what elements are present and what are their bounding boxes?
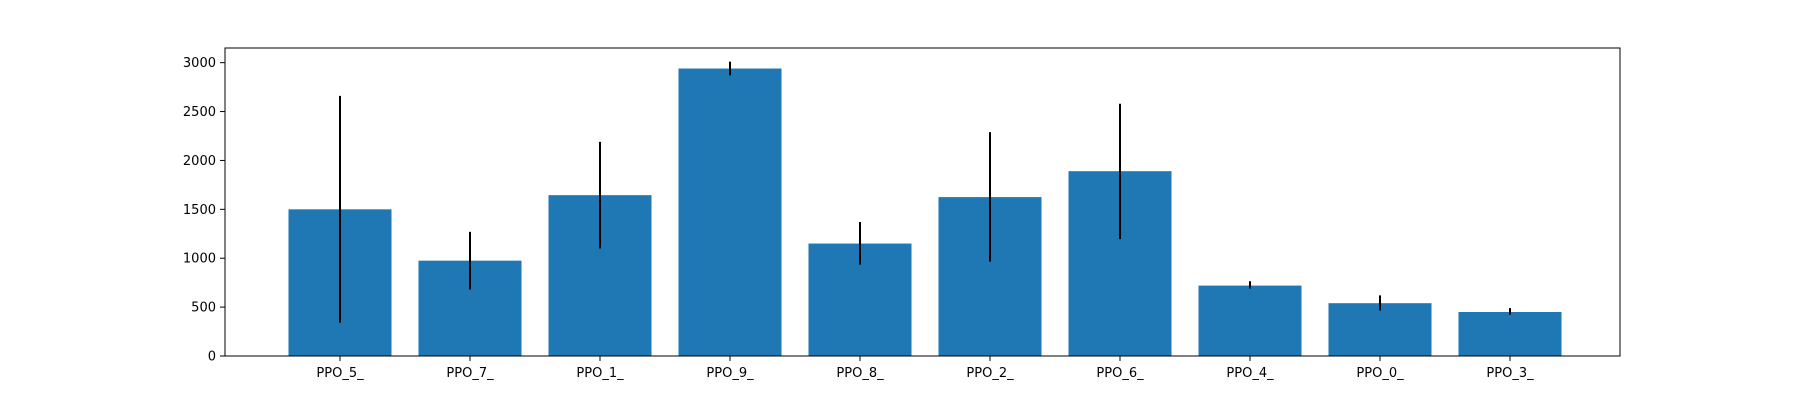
plot-frame: [224, 47, 1621, 357]
y-tick-label: 1500: [183, 203, 216, 218]
y-axis: 0 500 1000 1500 2000 2500 3000: [183, 56, 225, 365]
bar-ppo-4: [1198, 285, 1302, 356]
y-tick-label: 1000: [183, 252, 216, 267]
bar-ppo-3: [1458, 312, 1562, 356]
y-tick-label: 2500: [183, 105, 216, 120]
y-tick-label: 500: [191, 301, 216, 316]
bar-ppo-0: [1328, 303, 1432, 356]
x-axis: PPO_5_ PPO_7_ PPO_1_ PPO_9_ PPO_8_ PPO_2_ PPO_…: [316, 356, 1534, 381]
x-tick-label: PPO_3_: [1486, 366, 1534, 381]
x-tick-label: PPO_5_: [316, 366, 364, 381]
x-tick-label: PPO_6_: [1096, 366, 1144, 381]
x-tick-label: PPO_2_: [966, 366, 1014, 381]
error-bars-layer: [339, 61, 1511, 323]
y-tick-label: 3000: [183, 56, 216, 71]
y-tick-label: 0: [208, 350, 216, 365]
x-tick-label: PPO_8_: [836, 366, 884, 381]
y-tick-label: 2000: [183, 154, 216, 169]
x-tick-label: PPO_4_: [1226, 366, 1274, 381]
x-tick-label: PPO_9_: [706, 366, 754, 381]
x-tick-label: PPO_7_: [446, 366, 494, 381]
bar-ppo-9: [678, 68, 782, 357]
x-tick-label: PPO_0_: [1356, 366, 1404, 381]
x-tick-label: PPO_1_: [576, 366, 624, 381]
